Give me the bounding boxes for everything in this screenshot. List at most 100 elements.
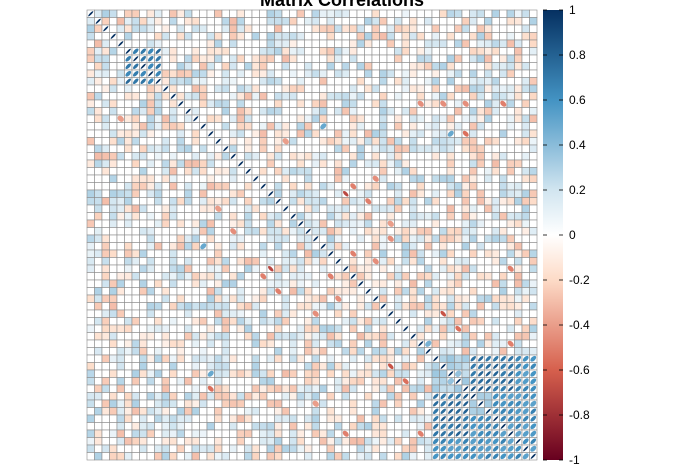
matrix-cell — [364, 414, 373, 423]
matrix-cell — [506, 279, 515, 288]
matrix-cell — [379, 249, 388, 258]
matrix-cell — [431, 369, 440, 378]
matrix-cell — [199, 392, 208, 401]
matrix-cell — [334, 9, 343, 18]
matrix-cell — [86, 227, 95, 236]
correlation-ellipse — [492, 355, 499, 362]
matrix-cell — [394, 144, 403, 153]
matrix-cell — [266, 32, 275, 41]
matrix-cell — [191, 324, 200, 333]
matrix-cell — [371, 264, 380, 273]
matrix-cell — [154, 354, 163, 363]
matrix-cell — [439, 234, 448, 243]
matrix-cell — [281, 317, 290, 326]
matrix-cell — [379, 369, 388, 378]
matrix-cell — [416, 152, 425, 161]
matrix-cell — [529, 272, 538, 281]
matrix-cell — [94, 429, 103, 438]
matrix-cell — [274, 32, 283, 41]
matrix-cell — [184, 257, 193, 266]
matrix-cell — [371, 279, 380, 288]
matrix-cell — [289, 114, 298, 123]
matrix-cell — [154, 422, 163, 431]
matrix-cell — [401, 392, 410, 401]
matrix-cell — [289, 99, 298, 108]
matrix-cell — [326, 77, 335, 86]
matrix-cell — [146, 354, 155, 363]
matrix-cell — [326, 324, 335, 333]
matrix-cell — [274, 377, 283, 386]
correlation-ellipse — [155, 70, 162, 77]
matrix-cell — [311, 384, 320, 393]
matrix-cell — [146, 92, 155, 101]
matrix-cell — [469, 309, 478, 318]
matrix-cell — [431, 324, 440, 333]
matrix-cell — [94, 392, 103, 401]
matrix-cell — [469, 204, 478, 213]
matrix-cell — [289, 107, 298, 116]
matrix-cell — [221, 197, 230, 206]
matrix-cell — [334, 324, 343, 333]
matrix-cell — [109, 392, 118, 401]
matrix-cell — [416, 122, 425, 131]
matrix-cell — [281, 362, 290, 371]
matrix-cell — [409, 189, 418, 198]
matrix-cell — [124, 414, 133, 423]
matrix-cell — [409, 77, 418, 86]
matrix-cell — [506, 324, 515, 333]
matrix-cell — [131, 204, 140, 213]
matrix-cell — [154, 272, 163, 281]
diagonal-ellipse — [208, 131, 214, 137]
matrix-cell — [386, 152, 395, 161]
matrix-cell — [424, 99, 433, 108]
matrix-cell — [274, 257, 283, 266]
matrix-cell — [379, 24, 388, 33]
matrix-cell — [169, 272, 178, 281]
matrix-cell — [379, 47, 388, 56]
matrix-cell — [109, 242, 118, 251]
matrix-cell — [131, 212, 140, 221]
matrix-cell — [281, 84, 290, 93]
matrix-cell — [364, 362, 373, 371]
matrix-cell — [244, 272, 253, 281]
matrix-cell — [349, 69, 358, 78]
matrix-cell — [109, 302, 118, 311]
matrix-cell — [326, 114, 335, 123]
matrix-cell — [116, 429, 125, 438]
matrix-cell — [416, 219, 425, 228]
matrix-cell — [356, 332, 365, 341]
matrix-cell — [206, 137, 215, 146]
matrix-cell — [371, 429, 380, 438]
matrix-cell — [499, 92, 508, 101]
matrix-cell — [439, 339, 448, 348]
matrix-cell — [206, 227, 215, 236]
matrix-cell — [131, 219, 140, 228]
matrix-cell — [139, 39, 148, 48]
correlation-ellipse — [485, 445, 492, 452]
matrix-cell — [476, 77, 485, 86]
matrix-cell — [176, 122, 185, 131]
matrix-cell — [154, 137, 163, 146]
matrix-cell — [521, 122, 530, 131]
correlation-ellipse — [372, 175, 379, 182]
matrix-cell — [431, 159, 440, 168]
matrix-cell — [461, 242, 470, 251]
matrix-cell — [214, 99, 223, 108]
matrix-cell — [379, 54, 388, 63]
matrix-cell — [221, 9, 230, 18]
matrix-cell — [296, 294, 305, 303]
matrix-cell — [371, 39, 380, 48]
matrix-cell — [454, 279, 463, 288]
matrix-cell — [371, 377, 380, 386]
correlation-ellipse — [522, 453, 529, 460]
matrix-cell — [521, 182, 530, 191]
matrix-cell — [161, 369, 170, 378]
correlation-ellipse — [155, 63, 162, 70]
matrix-cell — [199, 324, 208, 333]
matrix-cell — [259, 399, 268, 408]
matrix-cell — [86, 399, 95, 408]
matrix-cell — [334, 347, 343, 356]
matrix-cell — [461, 257, 470, 266]
matrix-cell — [334, 429, 343, 438]
matrix-cell — [266, 197, 275, 206]
